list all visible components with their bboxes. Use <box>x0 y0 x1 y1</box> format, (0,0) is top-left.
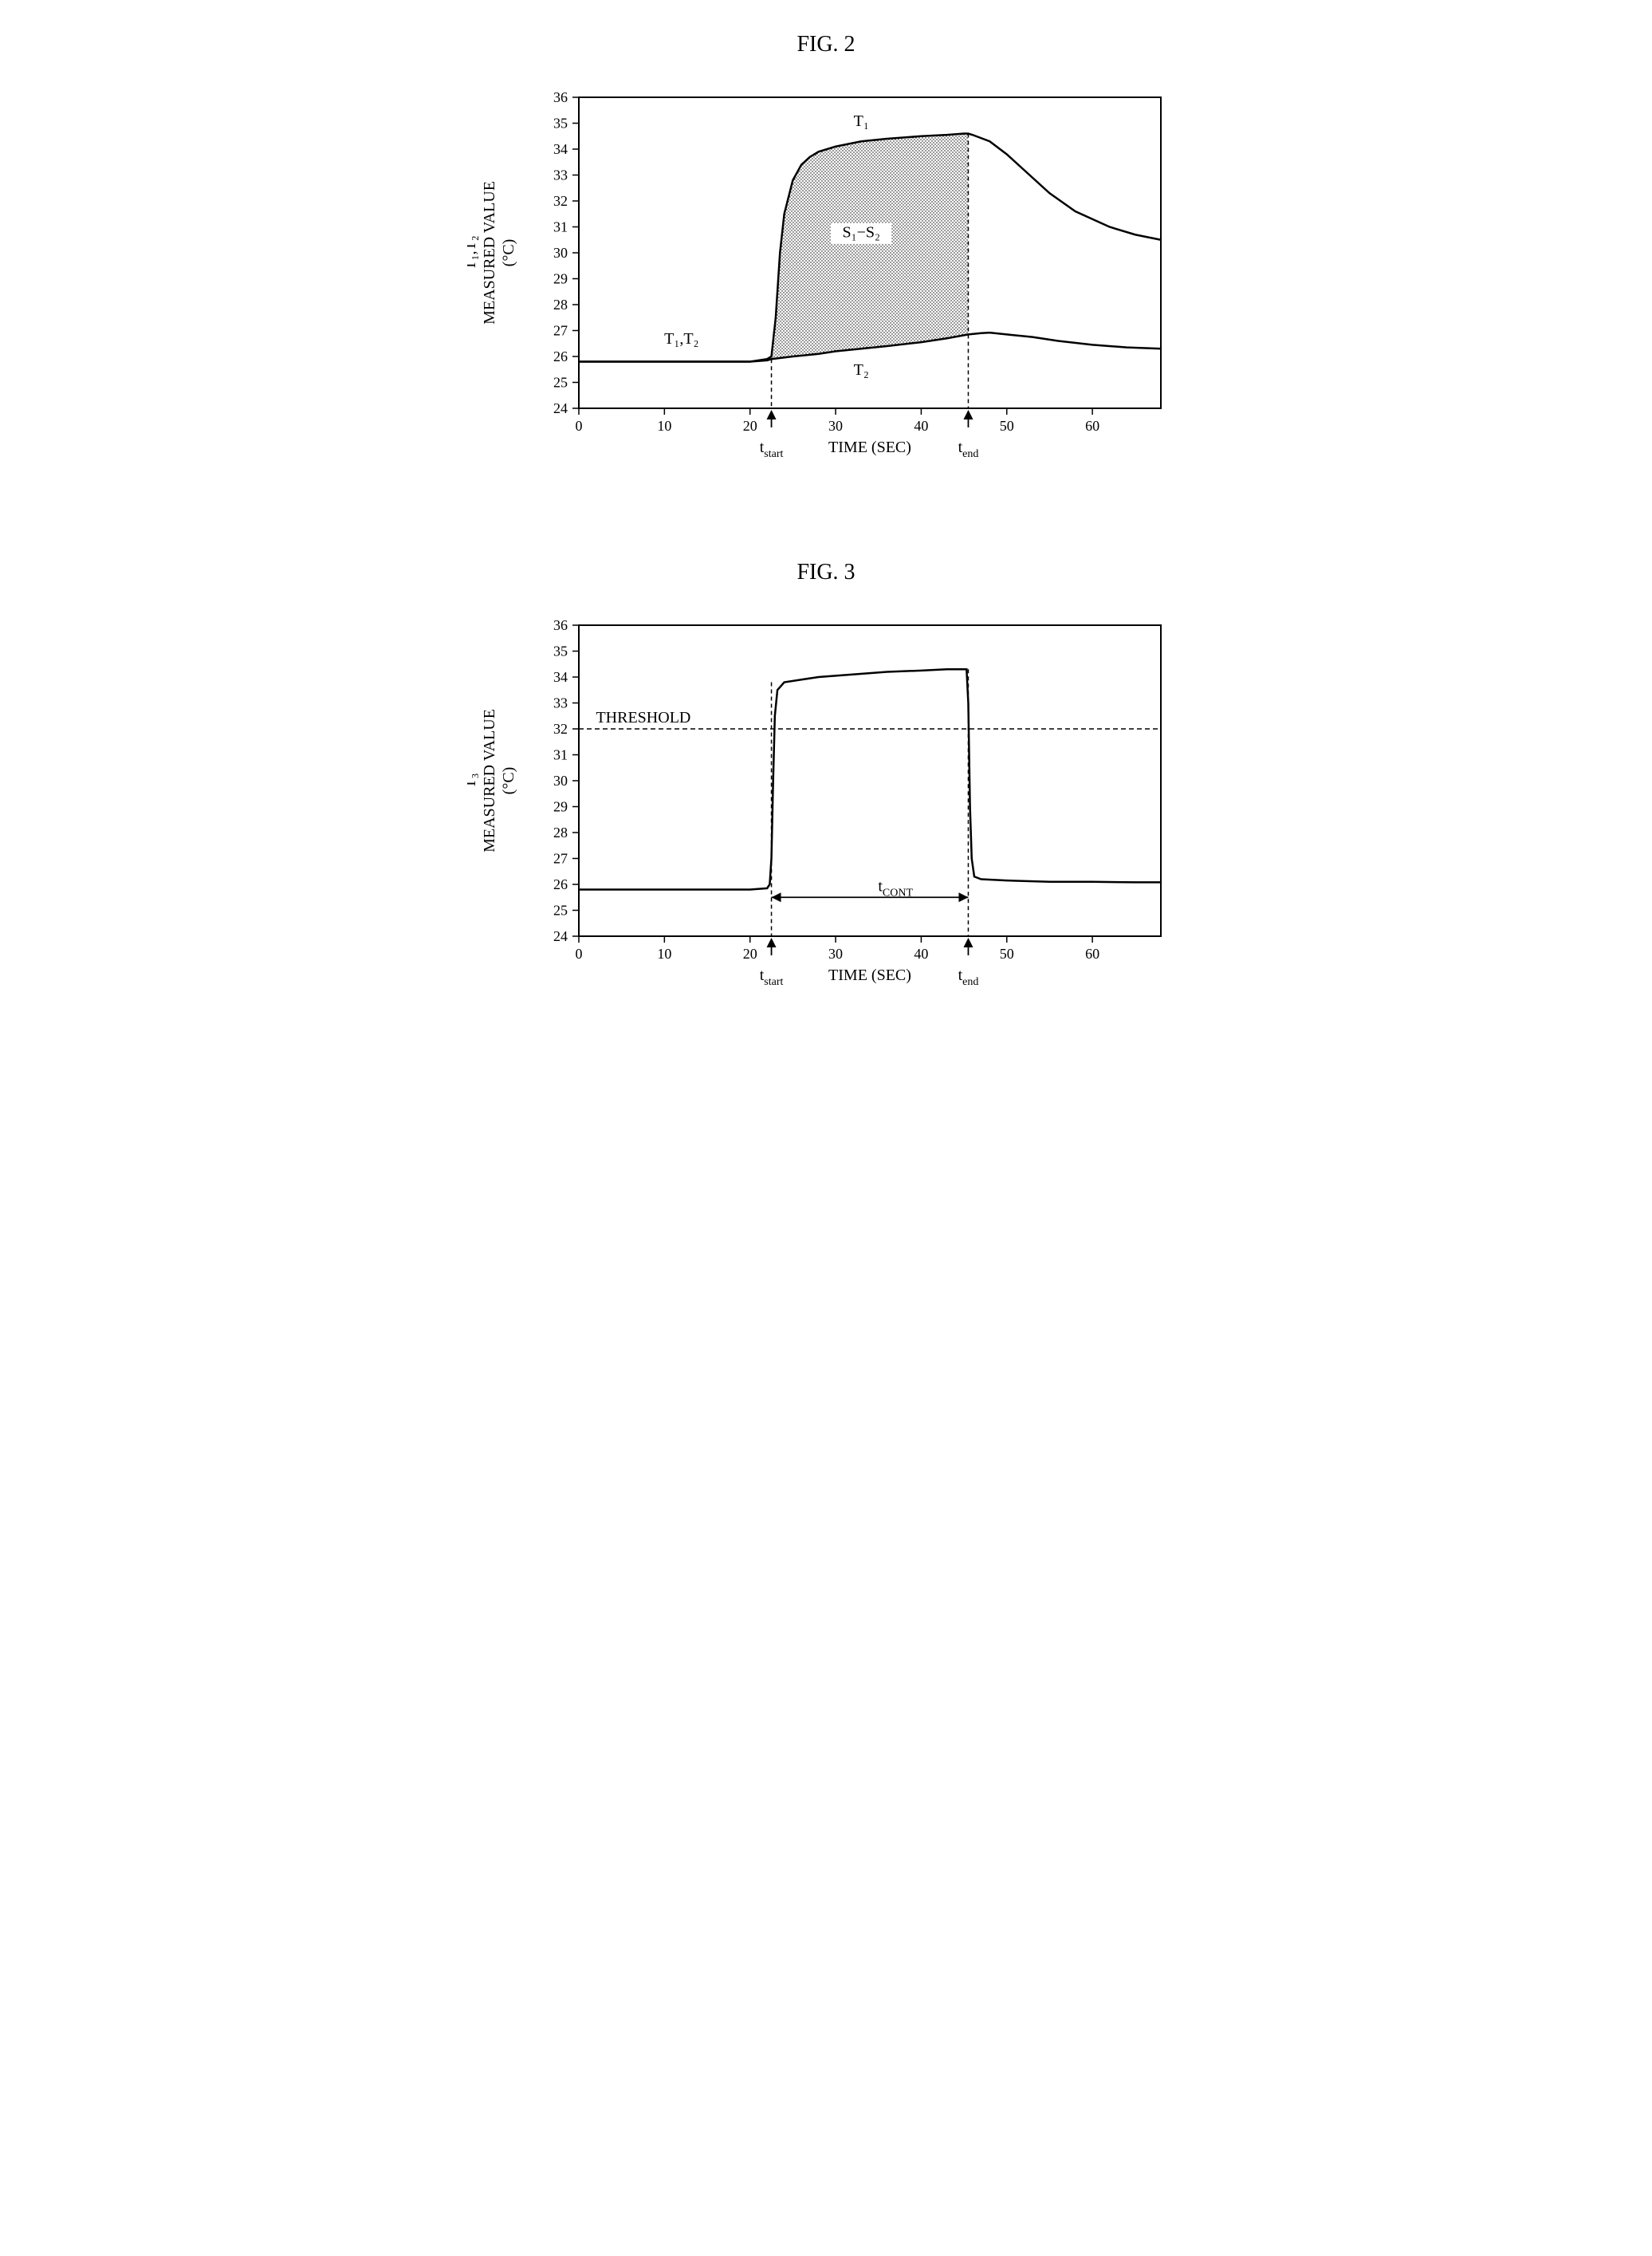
svg-text:(°C): (°C) <box>500 767 517 795</box>
svg-text:T₁,T₂: T₁,T₂ <box>664 330 698 348</box>
svg-text:31: 31 <box>553 219 568 235</box>
svg-text:tend: tend <box>958 967 979 988</box>
svg-text:S₁−S₂: S₁−S₂ <box>843 224 880 242</box>
svg-text:28: 28 <box>553 825 568 841</box>
svg-text:26: 26 <box>553 876 568 892</box>
svg-text:tend: tend <box>958 439 979 460</box>
figure-2: FIG. 2 0 10 20 30 40 50 60 24 25 26 27 28 29 30 31 32 33… <box>467 32 1185 496</box>
svg-text:T₂: T₂ <box>854 361 869 379</box>
svg-text:10: 10 <box>657 418 671 434</box>
svg-text:28: 28 <box>553 297 568 313</box>
svg-text:40: 40 <box>914 946 928 962</box>
figure-3: FIG. 3 0 10 20 30 40 50 60 24 25 26 27 28 29 30 31 32 33… <box>467 560 1185 1024</box>
svg-text:20: 20 <box>743 946 757 962</box>
svg-text:26: 26 <box>553 348 568 364</box>
svg-text:34: 34 <box>553 669 568 685</box>
svg-text:29: 29 <box>553 799 568 815</box>
svg-text:27: 27 <box>553 323 568 339</box>
svg-text:TIME (SEC): TIME (SEC) <box>828 967 911 984</box>
svg-text:60: 60 <box>1085 946 1099 962</box>
svg-text:40: 40 <box>914 418 928 434</box>
svg-text:tstart: tstart <box>760 967 784 988</box>
fig2-title: FIG. 2 <box>467 32 1185 57</box>
svg-text:25: 25 <box>553 375 568 391</box>
svg-text:33: 33 <box>553 695 568 711</box>
svg-text:32: 32 <box>553 193 568 209</box>
fig3-title: FIG. 3 <box>467 560 1185 585</box>
svg-text:T₁,T₂: T₁,T₂ <box>467 235 479 270</box>
svg-text:T₁: T₁ <box>854 112 869 130</box>
svg-text:24: 24 <box>553 400 568 416</box>
svg-text:27: 27 <box>553 851 568 867</box>
svg-text:MEASURED VALUE: MEASURED VALUE <box>481 709 498 852</box>
svg-text:30: 30 <box>828 946 843 962</box>
svg-text:25: 25 <box>553 903 568 919</box>
svg-text:60: 60 <box>1085 418 1099 434</box>
svg-text:30: 30 <box>553 773 568 789</box>
svg-text:35: 35 <box>553 644 568 659</box>
svg-text:0: 0 <box>576 946 583 962</box>
svg-text:10: 10 <box>657 946 671 962</box>
svg-text:T₃: T₃ <box>467 773 479 788</box>
svg-text:(°C): (°C) <box>500 239 517 267</box>
svg-text:29: 29 <box>553 271 568 287</box>
svg-text:32: 32 <box>553 721 568 737</box>
svg-text:tstart: tstart <box>760 439 784 460</box>
svg-text:TIME (SEC): TIME (SEC) <box>828 439 911 456</box>
svg-text:50: 50 <box>1000 418 1014 434</box>
svg-text:36: 36 <box>553 617 568 633</box>
svg-text:MEASURED VALUE: MEASURED VALUE <box>481 181 498 325</box>
svg-text:THRESHOLD: THRESHOLD <box>596 709 690 726</box>
svg-text:33: 33 <box>553 167 568 183</box>
svg-text:30: 30 <box>828 418 843 434</box>
svg-text:31: 31 <box>553 747 568 763</box>
svg-text:0: 0 <box>576 418 583 434</box>
svg-text:30: 30 <box>553 245 568 261</box>
svg-text:20: 20 <box>743 418 757 434</box>
svg-text:36: 36 <box>553 89 568 105</box>
svg-text:50: 50 <box>1000 946 1014 962</box>
fig3-chart: 0 10 20 30 40 50 60 24 25 26 27 28 29 30 31 32 33 34 35 36 T… <box>467 609 1185 1024</box>
svg-text:34: 34 <box>553 141 568 157</box>
svg-text:35: 35 <box>553 116 568 132</box>
fig2-chart: 0 10 20 30 40 50 60 24 25 26 27 28 29 30 31 32 33 34 35 36 T… <box>467 81 1185 496</box>
svg-text:24: 24 <box>553 928 568 944</box>
